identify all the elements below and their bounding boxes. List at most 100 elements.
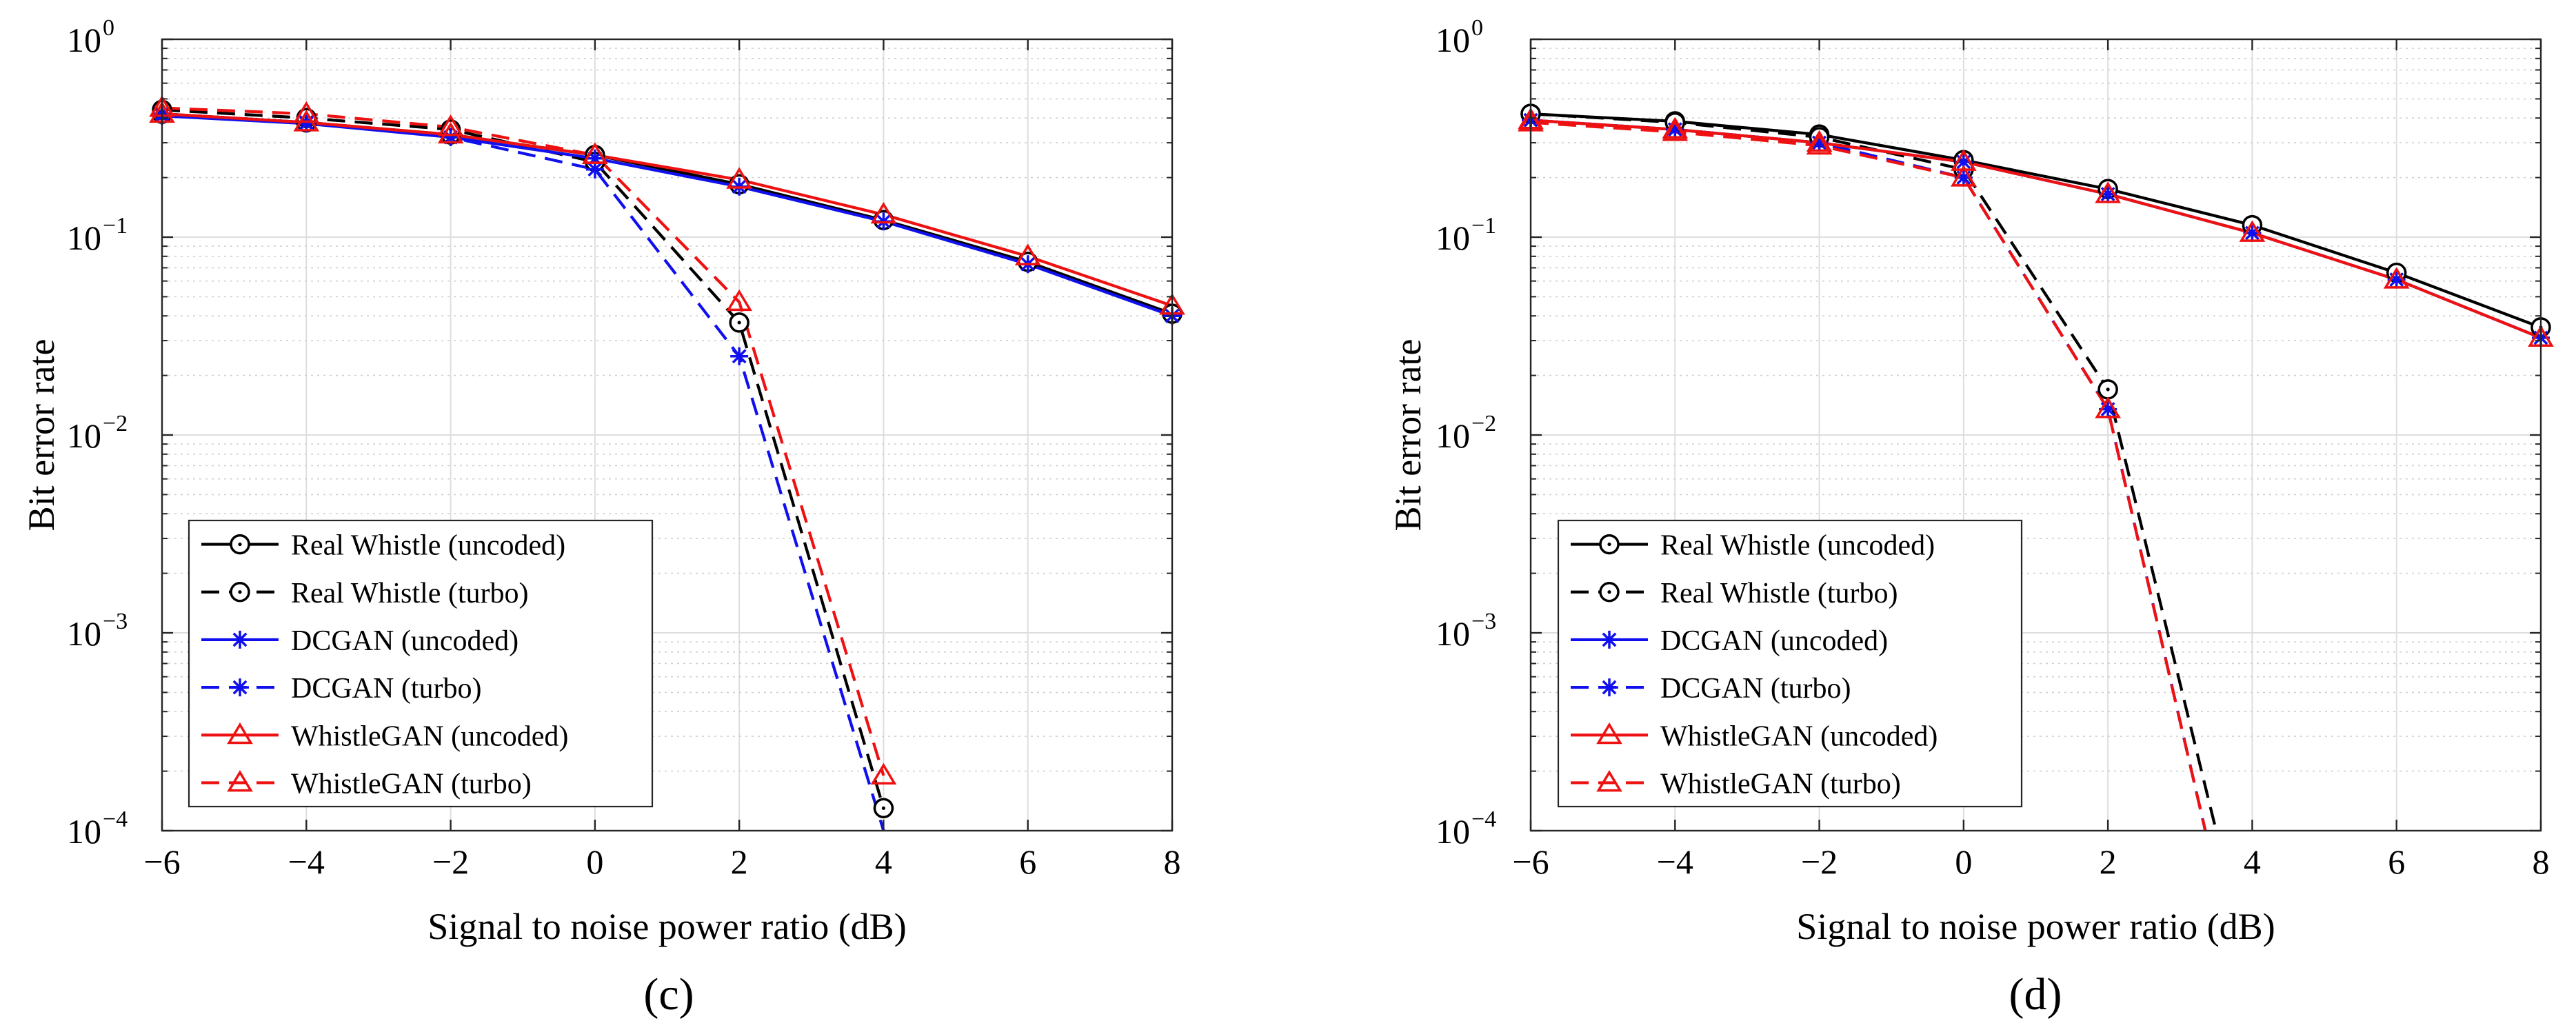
x-tick-label: 0 [1955,842,1972,881]
data-point-5-3 [582,142,608,164]
data-point-3-2 [1810,134,1829,152]
legend-marker [230,582,250,603]
legend-label: WhistleGAN (uncoded) [1660,720,1938,752]
legend-marker [1596,770,1622,792]
legend-marker [1600,630,1618,649]
x-tick-label: 6 [1019,842,1036,881]
y-tick-label: 10 [67,21,101,59]
legend-marker [1596,722,1622,745]
panel-label: (c) [643,969,694,1020]
legend-marker [227,770,253,792]
y-tick-label: 10 [1436,614,1470,653]
y-axis-label: Bit error rate [21,339,62,532]
legend-marker [1599,582,1620,603]
legend-label: DCGAN (turbo) [1660,673,1851,705]
x-tick-label: −2 [432,842,469,881]
legend-box [1557,519,2023,808]
data-point-3-1 [1666,120,1684,139]
data-point-3-2 [441,128,460,147]
y-tick-exponent: −3 [1471,609,1496,634]
data-point-5-1 [1662,119,1689,141]
data-point-2-3 [1954,152,1973,171]
data-point-5-3 [1951,165,1977,187]
x-tick-label: −4 [1657,842,1693,881]
series-line-4 [162,112,1172,307]
data-point-4-2 [437,121,464,144]
legend-label: Real Whistle (turbo) [291,578,528,609]
data-point-1-4 [729,312,749,333]
marker-dot [737,321,741,325]
x-tick-label: 2 [731,842,748,881]
data-point-5-2 [1806,132,1833,155]
legend-label: DCGAN (uncoded) [1660,625,1888,657]
legend-label: DCGAN (turbo) [291,673,481,705]
legend-label: Real Whistle (uncoded) [1660,530,1935,562]
data-point-4-5 [2239,220,2266,242]
y-tick-exponent: 0 [1471,15,1483,41]
legend: Real Whistle (uncoded) Real Whistle (turb… [1557,519,2023,808]
y-tick-exponent: −2 [1471,411,1496,436]
legend-entry-4: WhistleGAN (uncoded) [1571,720,1938,752]
y-axis-label: Bit error rate [1387,339,1429,532]
data-point-3-4 [730,347,749,365]
x-tick-label: −6 [1512,842,1549,881]
legend-marker [231,630,249,649]
legend-box [188,519,654,808]
series-markers [149,95,1185,819]
data-point-5-4 [2095,396,2121,418]
legend-label: WhistleGAN (uncoded) [291,720,568,752]
data-point-4-1 [1662,117,1689,139]
ticks [1529,38,2542,832]
x-tick-label: 8 [2533,842,2550,881]
legend-entry-3: DCGAN (turbo) [1571,673,1851,705]
y-tick-exponent: 0 [103,15,114,41]
legend-label: Real Whistle (uncoded) [291,530,565,562]
data-point-4-2 [1806,130,1833,152]
data-point-2-6 [2387,270,2406,289]
y-tick-label: 10 [1436,416,1470,455]
x-axis-label: Signal to noise power ratio (dB) [427,906,906,947]
series-lines [162,106,1172,831]
marker-dot [238,542,242,547]
legend-entry-0: Real Whistle (uncoded) [1571,530,1935,562]
legend-label: Real Whistle (turbo) [1660,578,1898,609]
legend-entry-0: Real Whistle (uncoded) [201,530,565,562]
series-line-5 [1531,121,2207,831]
y-tick-label: 10 [1436,21,1470,59]
data-point-4-3 [1951,149,1977,171]
y-tick-exponent: −1 [1471,213,1496,239]
marker-dot [881,806,886,810]
data-point-2-5 [2243,223,2262,242]
y-tick-exponent: −4 [1471,807,1496,832]
x-tick-label: −4 [288,842,325,881]
marker-dot [1607,590,1611,594]
y-tick-label: 10 [67,416,101,455]
data-point-5-5 [870,762,897,785]
y-tick-exponent: −2 [103,411,128,436]
data-point-4-5 [870,201,897,224]
y-tick-label: 10 [67,614,101,653]
x-tick-label: 4 [2244,842,2261,881]
y-tick-label: 10 [67,219,101,257]
data-point-2-3 [585,149,604,168]
series-line-5 [162,106,885,776]
series-lines [1531,112,2541,831]
legend-entry-2: DCGAN (uncoded) [1571,625,1888,657]
x-tick-label: 4 [875,842,892,881]
legend-label: DCGAN (uncoded) [291,625,519,657]
y-tick-exponent: −1 [103,213,128,239]
data-point-5-1 [293,101,320,123]
legend-entry-1: Real Whistle (turbo) [1571,578,1898,609]
ticks [161,38,1174,832]
x-tick-label: 8 [1164,842,1181,881]
legend-entry-3: DCGAN (turbo) [201,673,481,705]
data-point-3-4 [2099,400,2117,418]
marker-dot [1607,542,1611,547]
x-tick-label: −2 [1801,842,1838,881]
legend-entry-5: WhistleGAN (turbo) [1571,768,1901,800]
x-axis-label: Signal to noise power ratio (dB) [1796,906,2275,947]
legend-marker [231,678,249,697]
x-tick-label: 2 [2100,842,2117,881]
legend-label: WhistleGAN (turbo) [1660,768,1901,800]
